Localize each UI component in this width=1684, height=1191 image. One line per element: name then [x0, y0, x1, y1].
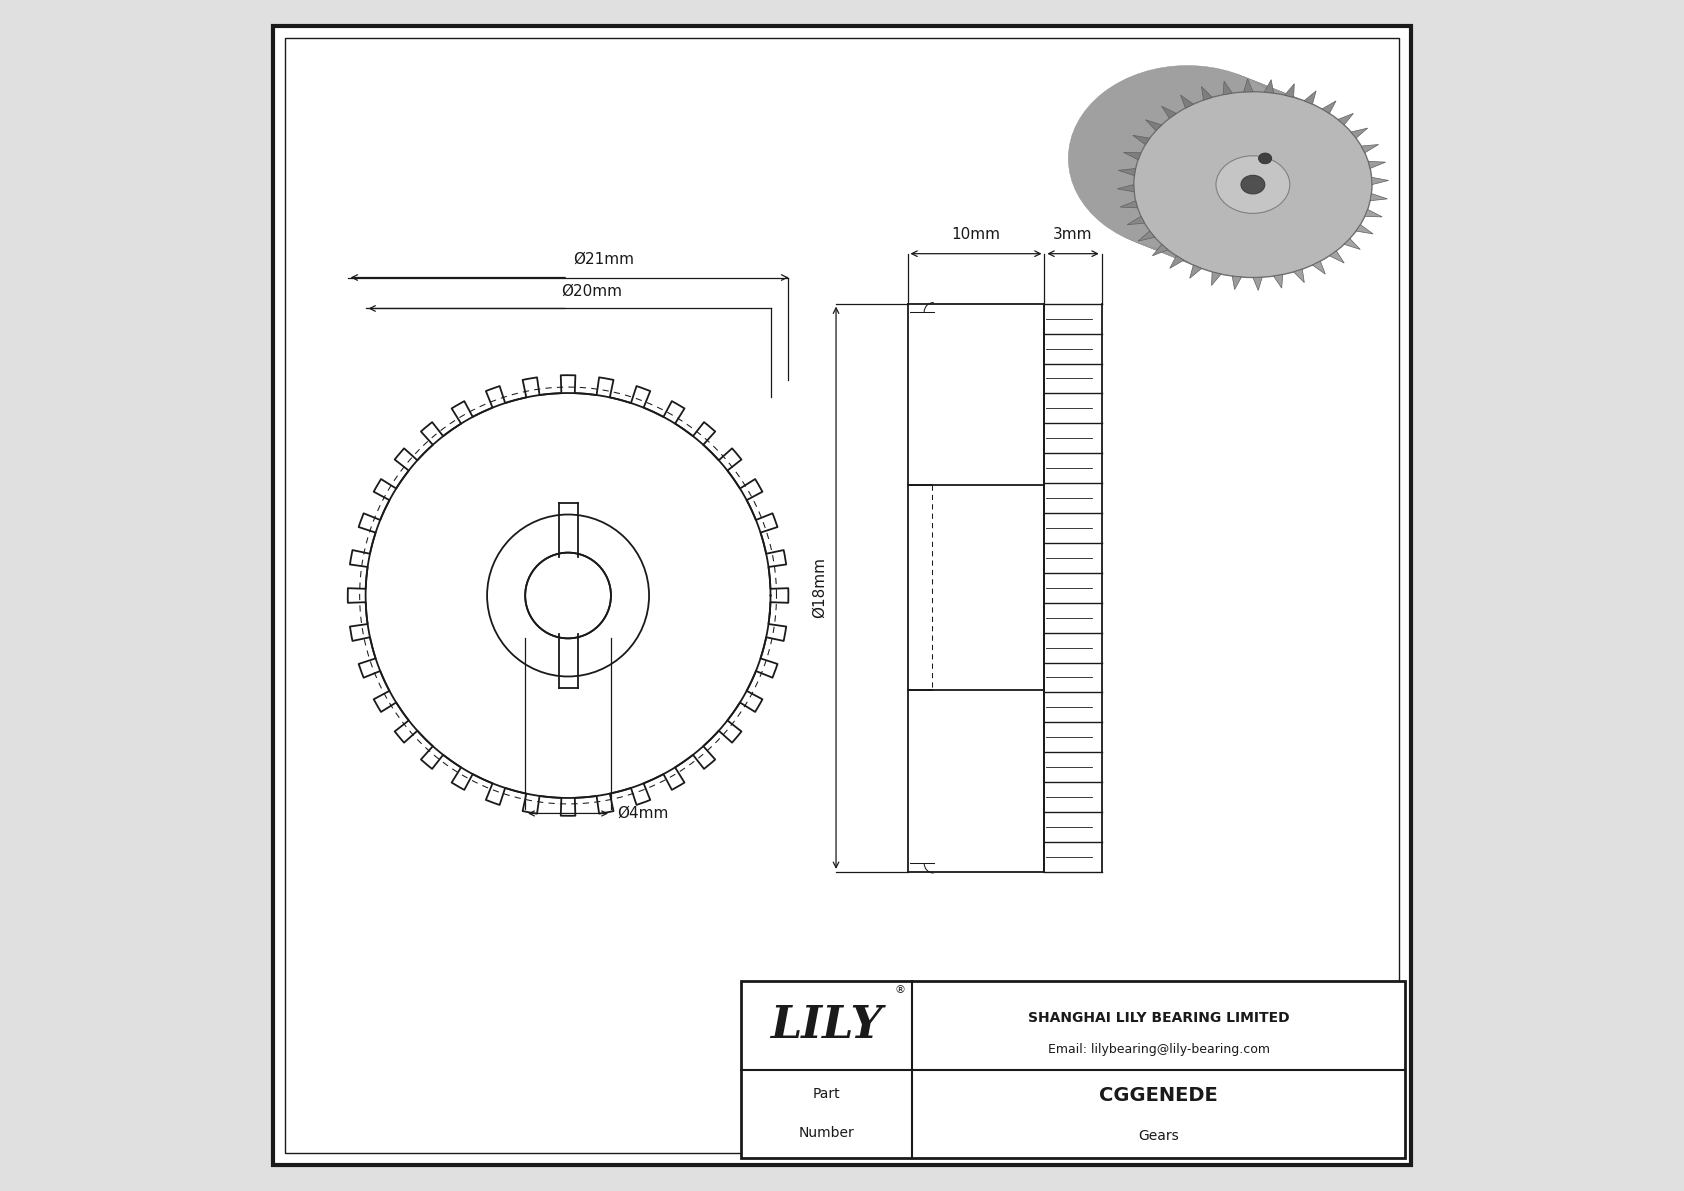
Ellipse shape [1111, 83, 1351, 269]
Polygon shape [1364, 210, 1383, 217]
Polygon shape [1312, 261, 1325, 274]
Text: 10mm: 10mm [951, 226, 1000, 242]
Ellipse shape [1068, 66, 1307, 251]
Ellipse shape [1101, 79, 1339, 264]
Ellipse shape [1258, 154, 1271, 164]
Text: 3mm: 3mm [1052, 226, 1093, 242]
Ellipse shape [1133, 92, 1372, 278]
Polygon shape [1372, 177, 1389, 185]
Polygon shape [1273, 275, 1283, 288]
Polygon shape [1116, 185, 1133, 192]
Ellipse shape [1128, 89, 1366, 275]
Polygon shape [1233, 276, 1241, 289]
Ellipse shape [1241, 175, 1265, 194]
Polygon shape [1293, 269, 1305, 282]
Polygon shape [1162, 106, 1177, 118]
Bar [1044, 304, 1101, 872]
Bar [559, 503, 578, 688]
Text: SHANGHAI LILY BEARING LIMITED: SHANGHAI LILY BEARING LIMITED [1027, 1010, 1290, 1024]
Ellipse shape [1106, 81, 1346, 267]
Polygon shape [1223, 81, 1233, 94]
Polygon shape [1189, 266, 1202, 279]
Ellipse shape [1216, 156, 1290, 213]
Polygon shape [1211, 272, 1221, 286]
Ellipse shape [1133, 92, 1372, 278]
Polygon shape [1180, 95, 1194, 108]
Polygon shape [1361, 144, 1379, 152]
Polygon shape [1303, 91, 1317, 104]
Polygon shape [1201, 87, 1212, 100]
Ellipse shape [1090, 74, 1329, 260]
Text: ®: ® [894, 985, 906, 996]
Text: LILY: LILY [770, 1004, 882, 1047]
Polygon shape [1118, 168, 1135, 176]
Polygon shape [1127, 217, 1145, 225]
Polygon shape [1170, 256, 1184, 268]
Polygon shape [1285, 83, 1295, 98]
Ellipse shape [1079, 70, 1317, 256]
Text: CGGENEDE: CGGENEDE [1100, 1086, 1218, 1105]
Text: Ø18mm: Ø18mm [812, 557, 827, 618]
Polygon shape [1120, 201, 1138, 208]
Polygon shape [1253, 278, 1263, 291]
Polygon shape [1123, 152, 1142, 160]
Ellipse shape [1074, 68, 1312, 254]
Polygon shape [1329, 251, 1344, 263]
Bar [908, 304, 1044, 872]
Text: Email: lilybearing@lily-bearing.com: Email: lilybearing@lily-bearing.com [1047, 1043, 1270, 1055]
Text: Gears: Gears [1138, 1129, 1179, 1143]
Text: Ø4mm: Ø4mm [616, 806, 669, 821]
Text: Ø20mm: Ø20mm [561, 283, 623, 299]
Polygon shape [1337, 113, 1354, 125]
Polygon shape [1356, 225, 1372, 233]
Text: Part: Part [813, 1087, 840, 1102]
Ellipse shape [1096, 76, 1334, 262]
Polygon shape [1322, 101, 1335, 113]
Ellipse shape [1118, 86, 1356, 272]
Polygon shape [1371, 193, 1388, 201]
Bar [741, 981, 1406, 1158]
Polygon shape [1344, 238, 1361, 249]
Bar [741, 981, 1406, 1158]
Polygon shape [1351, 129, 1367, 138]
Text: Ø21mm: Ø21mm [573, 251, 635, 267]
Polygon shape [1133, 136, 1150, 144]
Polygon shape [1243, 79, 1253, 92]
Ellipse shape [1123, 87, 1361, 273]
Polygon shape [1367, 161, 1386, 168]
Text: Number: Number [798, 1125, 854, 1140]
Polygon shape [1265, 80, 1273, 93]
Polygon shape [1152, 244, 1169, 256]
Polygon shape [1138, 231, 1155, 241]
Polygon shape [1145, 120, 1162, 131]
Ellipse shape [1084, 73, 1324, 258]
